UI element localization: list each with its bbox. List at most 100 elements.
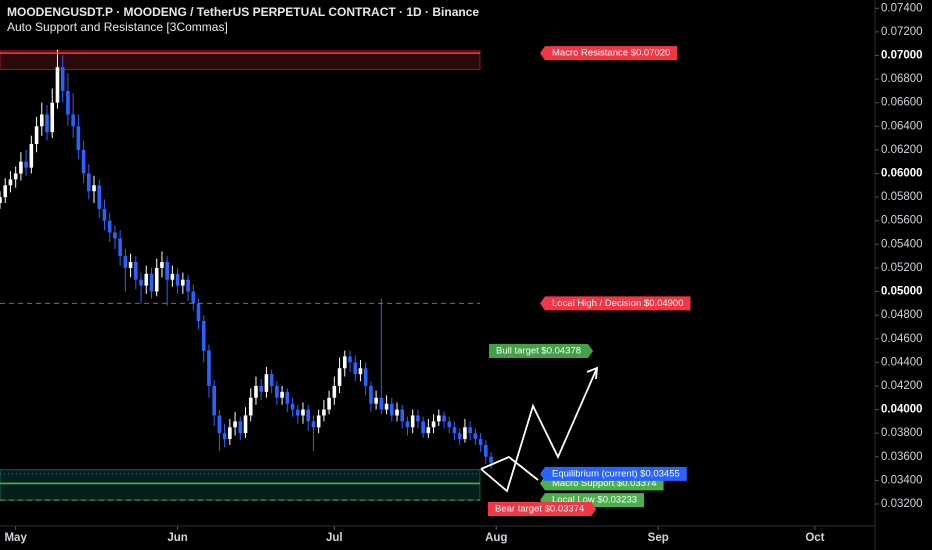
candle-body (50, 102, 55, 133)
candle-body (228, 427, 232, 440)
candle-body (316, 415, 321, 428)
candle-body (92, 185, 96, 192)
y-tick-label: 0.03400 (881, 474, 923, 486)
candle-body (400, 409, 405, 422)
y-tick-label: 0.04200 (881, 380, 923, 392)
y-tick-label: 0.04800 (881, 309, 923, 321)
y-tick-label: 0.06200 (881, 144, 923, 156)
candle-body (19, 161, 23, 174)
candle-body (207, 350, 211, 386)
y-tick-label: 0.06400 (881, 120, 923, 132)
candle-body (81, 149, 86, 174)
y-tick-label: 0.06600 (881, 97, 923, 109)
tag-label: Macro Resistance $0.07020 (552, 48, 670, 59)
candle-body (363, 368, 368, 386)
y-tick-label: 0.06000 (881, 168, 923, 180)
tag-label: Bear target $0.03374 (495, 504, 584, 515)
candle-body (165, 262, 169, 280)
candle-body (34, 126, 39, 144)
level-tag: Equilibrium (current) $0.03455 (540, 466, 687, 481)
tag-box (540, 296, 691, 311)
y-tick-label: 0.05600 (881, 215, 923, 227)
candle-body (259, 385, 263, 392)
candle-body (102, 208, 107, 221)
candle-body (0, 197, 2, 204)
candle-body (306, 409, 311, 422)
candle-body (66, 90, 70, 115)
candle-body (24, 161, 28, 168)
candle-body (353, 362, 358, 375)
labels: Macro Resistance $0.07020 Local High / De… (488, 46, 691, 516)
candle-body (139, 279, 143, 286)
candle-body (248, 397, 253, 416)
zone (0, 50, 481, 71)
candle-body (280, 391, 284, 398)
candle-body (405, 421, 410, 428)
candle-body (416, 415, 420, 422)
candle-body (374, 397, 378, 404)
candle-body (452, 427, 457, 434)
y-tick-label: 0.04600 (881, 333, 923, 345)
tag-box (488, 502, 597, 516)
candle-body (473, 433, 478, 440)
y-tick-label: 0.05200 (881, 262, 923, 274)
candle-body (421, 421, 425, 434)
candle-body (160, 262, 164, 268)
candle-body (181, 279, 185, 286)
candle-body (196, 303, 201, 322)
candle-body (191, 291, 196, 304)
candle-body (76, 126, 81, 150)
candle-body (478, 439, 483, 445)
candle-body (269, 374, 274, 386)
y-tick-label: 0.04400 (881, 356, 923, 368)
tag-box (540, 466, 687, 481)
candle-body (134, 262, 138, 280)
candle-body (332, 385, 337, 398)
candle-body (243, 415, 248, 434)
candle-body (87, 173, 91, 192)
candle-body (175, 273, 180, 286)
y-tick-label: 0.03800 (881, 427, 923, 439)
y-tick-label: 0.07400 (881, 2, 923, 14)
candle-body (311, 421, 316, 428)
candle-body (410, 415, 415, 428)
y-tick-label: 0.03600 (881, 451, 923, 463)
y-tick-label: 0.06800 (881, 73, 923, 85)
candle-body (154, 267, 159, 292)
candle-body (358, 368, 363, 375)
candle-body (60, 67, 65, 91)
candle-body (275, 385, 279, 398)
candle-body (113, 232, 117, 239)
tag-label: Equilibrium (current) $0.03455 (552, 468, 680, 479)
x-tick-label: Jun (167, 532, 187, 544)
candle-body (295, 409, 300, 416)
tag-box (489, 344, 594, 358)
y-tick-label: 0.05400 (881, 238, 923, 250)
x-tick-label: Jul (326, 532, 343, 544)
candle-body (290, 403, 295, 410)
chart-title: MOODENGUSDT.P · MOODENG / TetherUS PERPE… (7, 5, 479, 19)
tag-label: Local Low $0.03233 (552, 495, 637, 506)
candle-body (426, 427, 431, 434)
candle-body (442, 415, 446, 422)
level-tag: Bear target $0.03374 (488, 502, 597, 516)
candle-body (71, 114, 75, 127)
zone (0, 469, 481, 501)
tag-label: Macro Support $0.03374 (552, 478, 657, 489)
plot (0, 49, 493, 501)
candle-body (484, 444, 488, 457)
candle-body (97, 185, 102, 209)
candle-body (285, 391, 290, 404)
candle-body (254, 385, 258, 398)
x-tick-label: Sep (648, 532, 669, 544)
candle-body (201, 321, 206, 351)
candle-body (3, 185, 8, 198)
y-tick-label: 0.07000 (881, 50, 923, 62)
x-tick-label: May (4, 532, 27, 544)
candle-body (447, 421, 452, 428)
candle-body (55, 67, 60, 103)
candle-body (322, 409, 326, 416)
level-tag: Macro Resistance $0.07020 (540, 46, 678, 61)
